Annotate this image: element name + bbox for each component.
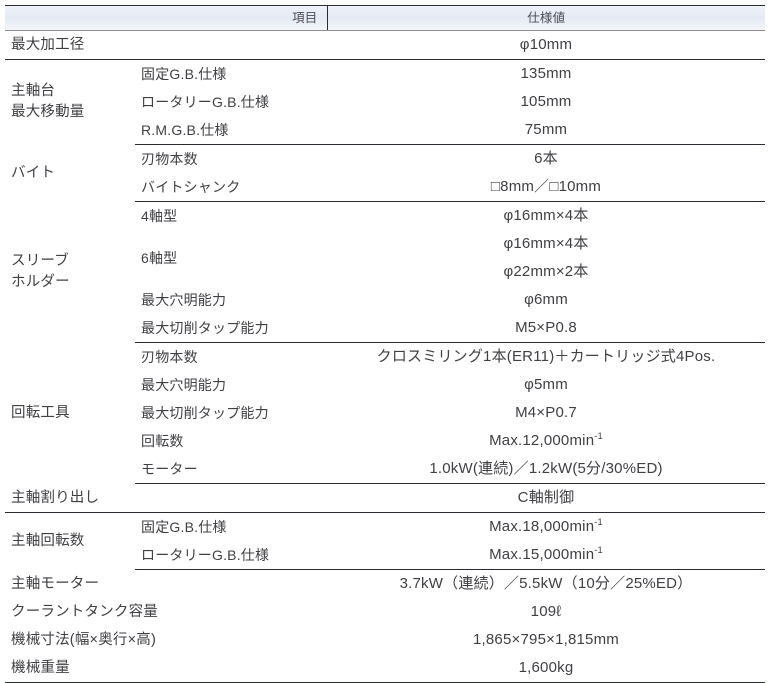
header-item-label: 項目 — [5, 5, 327, 31]
specification-table: 項目 仕様値 最大加工径 φ10mm 主軸台 最大移動量 固定G.B.仕様 13… — [5, 5, 765, 683]
table-row: 主軸モーター 3.7kW（連続）／5.5kW（10分／25%ED） — [5, 570, 765, 599]
table-row: 回転数 Max.12,000min-1 — [5, 427, 765, 455]
table-row: 最大穴明能力 φ5mm — [5, 371, 765, 399]
table-row: 主軸回転数 固定G.B.仕様 Max.18,000min-1 — [5, 513, 765, 549]
table-row: バイト 刃物本数 6本 — [5, 145, 765, 180]
sleeve-label-line2: ホルダー — [11, 274, 70, 290]
row-sublabel-rotary-max-drilling: 最大穴明能力 — [141, 376, 227, 393]
table-row: モーター 1.0kW(連続)／1.2kW(5分/30%ED) — [5, 455, 765, 484]
table-row: スリーブ ホルダー 4軸型 φ16mm×4本 — [5, 202, 765, 290]
row-value-4axis-type: φ16mm×4本 — [503, 207, 589, 225]
row-value-blade-count: 6本 — [534, 150, 558, 168]
table-row: 主軸割り出し C軸制御 — [5, 483, 765, 513]
row-value-max-tapping: M5×P0.8 — [327, 314, 765, 343]
row-value-rotary-motor: 1.0kW(連続)／1.2kW(5分/30%ED) — [327, 455, 765, 484]
row-sublabel-spindle-fixed-gb: 固定G.B.仕様 — [141, 518, 227, 535]
row-sublabel-max-drilling: 最大穴明能力 — [141, 291, 227, 308]
row-label-max-machining-diameter: 最大加工径 — [5, 30, 327, 60]
row-sublabel-rmgb: R.M.G.B.仕様 — [135, 116, 327, 145]
table-row: 回転工具 刃物本数 クロスミリング1本(ER11)＋カートリッジ式4Pos. — [5, 343, 765, 420]
row-value-spindle-motor: 3.7kW（連続）／5.5kW（10分／25%ED） — [399, 575, 693, 593]
row-value-spindle-indexing: C軸制御 — [327, 483, 765, 513]
header-row: 項目 仕様値 — [5, 5, 765, 31]
table-row: 最大切削タップ能力 M4×P0.7 — [5, 399, 765, 427]
row-value-rotary-max-tapping: M4×P0.7 — [515, 404, 577, 422]
row-sublabel-max-tapping: 最大切削タップ能力 — [135, 314, 327, 343]
row-value-tool-shank: □8mm／□10mm — [327, 173, 765, 202]
row-value-6axis-type-b: φ22mm×2本 — [503, 263, 589, 281]
row-label-machine-dimensions: 機械寸法(幅×奥行×高) — [11, 631, 156, 648]
row-value-rotary-gb-travel: 105mm — [520, 93, 572, 111]
table-row: 主軸台 最大移動量 固定G.B.仕様 135mm — [5, 60, 765, 120]
row-value-rotary-blade-count: クロスミリング1本(ER11)＋カートリッジ式4Pos. — [376, 348, 716, 366]
row-label-spindle-speed: 主軸回転数 — [11, 532, 85, 549]
row-sublabel-rotary-blade-count: 刃物本数 — [141, 348, 198, 365]
spindle-rotary-speed-exponent: -1 — [594, 545, 603, 556]
row-value-coolant-tank-capacity: 109ℓ — [530, 603, 562, 621]
table-row: φ22mm×2本 — [5, 258, 765, 286]
row-label-machine-weight: 機械重量 — [5, 654, 327, 683]
row-label-spindle-indexing: 主軸割り出し — [5, 483, 327, 513]
table-row: バイトシャンク □8mm／□10mm — [5, 173, 765, 202]
row-value-machine-dimensions: 1,865×795×1,815mm — [472, 631, 619, 649]
row-value-max-machining-diameter: φ10mm — [327, 30, 765, 60]
table-body: 最大加工径 φ10mm 主軸台 最大移動量 固定G.B.仕様 135mm ロータ… — [5, 30, 765, 683]
row-sublabel-blade-count: 刃物本数 — [141, 150, 198, 167]
row-sublabel-rotary-max-tapping: 最大切削タップ能力 — [141, 404, 269, 421]
table-row: 6軸型 φ16mm×4本 — [5, 230, 765, 266]
row-sublabel-rotary-speed: 回転数 — [141, 432, 184, 449]
table-row: ロータリーG.B.仕様 105mm — [5, 88, 765, 116]
spindle-fixed-speed-exponent: -1 — [594, 517, 603, 528]
row-value-spindle-rotary-gb: Max.15,000min-1 — [327, 541, 765, 570]
row-sublabel-tool-shank: バイトシャンク — [135, 173, 327, 202]
table-row: 最大加工径 φ10mm — [5, 30, 765, 60]
spindle-rotary-speed-base: Max.15,000min — [489, 546, 595, 564]
spindle-fixed-speed-base: Max.18,000min — [489, 518, 595, 536]
row-value-rmgb-travel: 75mm — [327, 116, 765, 145]
row-sublabel-rotary-motor: モーター — [135, 455, 327, 484]
row-value-rotary-max-drilling: φ5mm — [524, 376, 568, 394]
table-row: 機械寸法(幅×奥行×高) 1,865×795×1,815mm — [5, 626, 765, 654]
row-label-sleeve-holder: スリーブ ホルダー — [5, 202, 135, 343]
row-label-cutting-tool: バイト — [11, 164, 56, 181]
rotary-speed-base: Max.12,000min — [489, 432, 595, 450]
row-value-max-drilling: φ6mm — [524, 291, 568, 309]
headstock-label-line1: 主軸台 — [11, 83, 56, 100]
rotary-speed-exponent: -1 — [594, 431, 603, 442]
row-value-spindle-fixed-gb: Max.18,000min-1 — [327, 513, 765, 542]
row-sublabel-6axis-type: 6軸型 — [141, 249, 178, 266]
row-sublabel-fixed-gb: 固定G.B.仕様 — [141, 65, 227, 82]
table-row: ロータリーG.B.仕様 Max.15,000min-1 — [5, 541, 765, 570]
table-header: 項目 仕様値 — [5, 5, 765, 31]
table-row: 最大穴明能力 φ6mm — [5, 286, 765, 314]
row-value-fixed-gb-travel: 135mm — [520, 65, 572, 83]
row-sublabel-4axis-type: 4軸型 — [141, 207, 178, 224]
row-label-rotary-tool: 回転工具 — [11, 404, 70, 421]
row-label-coolant-tank-capacity: クーラントタンク容量 — [11, 603, 158, 620]
headstock-label-line2: 最大移動量 — [11, 104, 85, 121]
row-sublabel-rotary-gb: ロータリーG.B.仕様 — [141, 93, 270, 110]
sleeve-label-line1: スリーブ — [11, 252, 69, 269]
row-label-headstock-travel: 主軸台 最大移動量 — [5, 60, 135, 145]
table-row: R.M.G.B.仕様 75mm — [5, 116, 765, 145]
row-value-rotary-speed: Max.12,000min-1 — [327, 427, 765, 455]
table-row: クーラントタンク容量 109ℓ — [5, 598, 765, 626]
table-row: 機械重量 1,600kg — [5, 654, 765, 683]
row-sublabel-spindle-rotary-gb: ロータリーG.B.仕様 — [135, 541, 327, 570]
row-label-spindle-motor: 主軸モーター — [11, 575, 100, 592]
header-value-label: 仕様値 — [326, 5, 765, 31]
row-value-machine-weight: 1,600kg — [327, 654, 765, 683]
specification-table-container: 項目 仕様値 最大加工径 φ10mm 主軸台 最大移動量 固定G.B.仕様 13… — [5, 5, 765, 683]
table-row: 最大切削タップ能力 M5×P0.8 — [5, 314, 765, 343]
row-value-6axis-type-a: φ16mm×4本 — [503, 235, 589, 253]
